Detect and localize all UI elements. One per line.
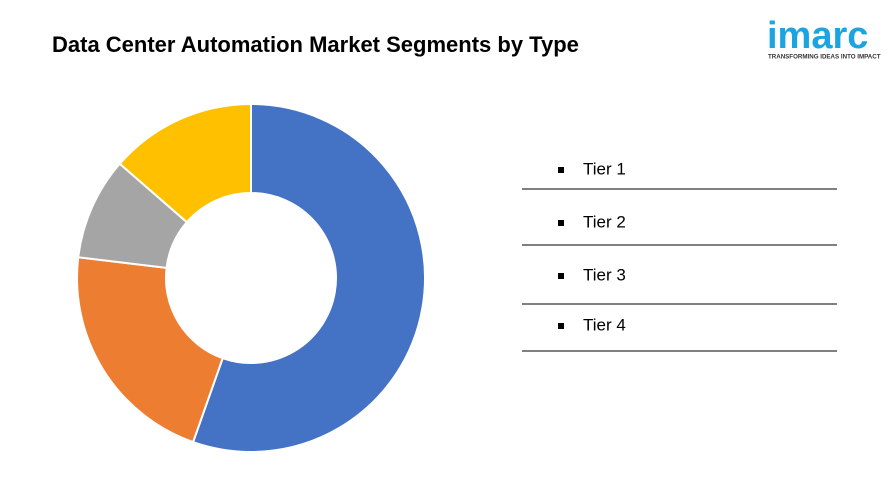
donut (76, 102, 426, 453)
legend: Tier 1 Tier 2 Tier 3 Tier 4 (522, 159, 837, 352)
logo-tagline: TRANSFORMING IDEAS INTO IMPACT (768, 54, 881, 61)
legend-bullet (558, 273, 564, 279)
legend-label: Tier 2 (583, 212, 626, 231)
legend-label: Tier 3 (583, 265, 626, 284)
donut-segment (118, 102, 252, 224)
legend-bullet (558, 167, 564, 173)
chart-title: Data Center Automation Market Segments b… (52, 32, 579, 57)
legend-label: Tier 4 (583, 315, 626, 334)
legend-bullet (558, 323, 564, 329)
donut-segment (76, 256, 224, 444)
legend-bullet (558, 220, 564, 226)
legend-label: Tier 1 (583, 159, 626, 178)
logo-name: imarc (767, 15, 868, 57)
